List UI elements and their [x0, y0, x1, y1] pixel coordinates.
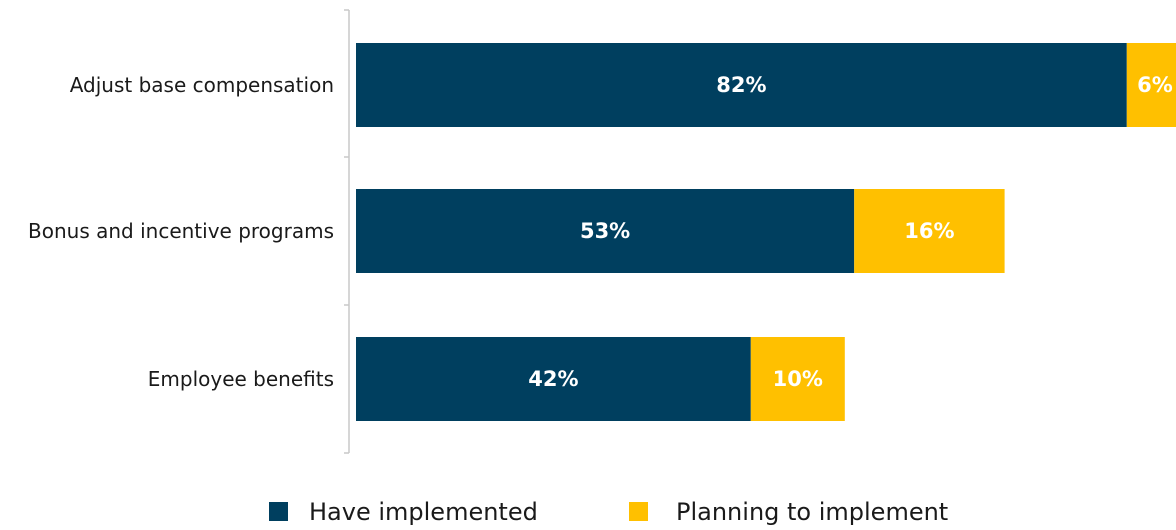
bar-planning-to-implement: [1126, 43, 1176, 127]
category-labels: Adjust base compensation Bonus and incent…: [28, 73, 334, 391]
legend-label: Have implemented: [309, 498, 538, 526]
category-axis: [344, 9, 350, 454]
category-label: Employee benefits: [148, 367, 334, 391]
data-label: 53%: [580, 219, 630, 243]
legend-swatch: [269, 502, 288, 521]
legend-label: Planning to implement: [676, 498, 948, 526]
data-label: 82%: [716, 73, 766, 97]
data-label: 16%: [904, 219, 954, 243]
bar-have-implemented: [356, 43, 1127, 127]
data-label: 6%: [1137, 73, 1173, 97]
category-label: Adjust base compensation: [70, 73, 334, 97]
bars: 82% 6% 53% 16% 42% 10%: [356, 43, 1176, 421]
legend-swatch: [629, 502, 648, 521]
bar-have-implemented: [356, 189, 855, 273]
legend: Have implemented Planning to implement: [269, 498, 948, 526]
bar-planning-to-implement: [854, 189, 1005, 273]
bar-planning-to-implement: [750, 337, 845, 421]
data-label: 42%: [528, 367, 578, 391]
data-label: 10%: [773, 367, 823, 391]
bar-have-implemented: [356, 337, 751, 421]
category-label: Bonus and incentive programs: [28, 219, 334, 243]
